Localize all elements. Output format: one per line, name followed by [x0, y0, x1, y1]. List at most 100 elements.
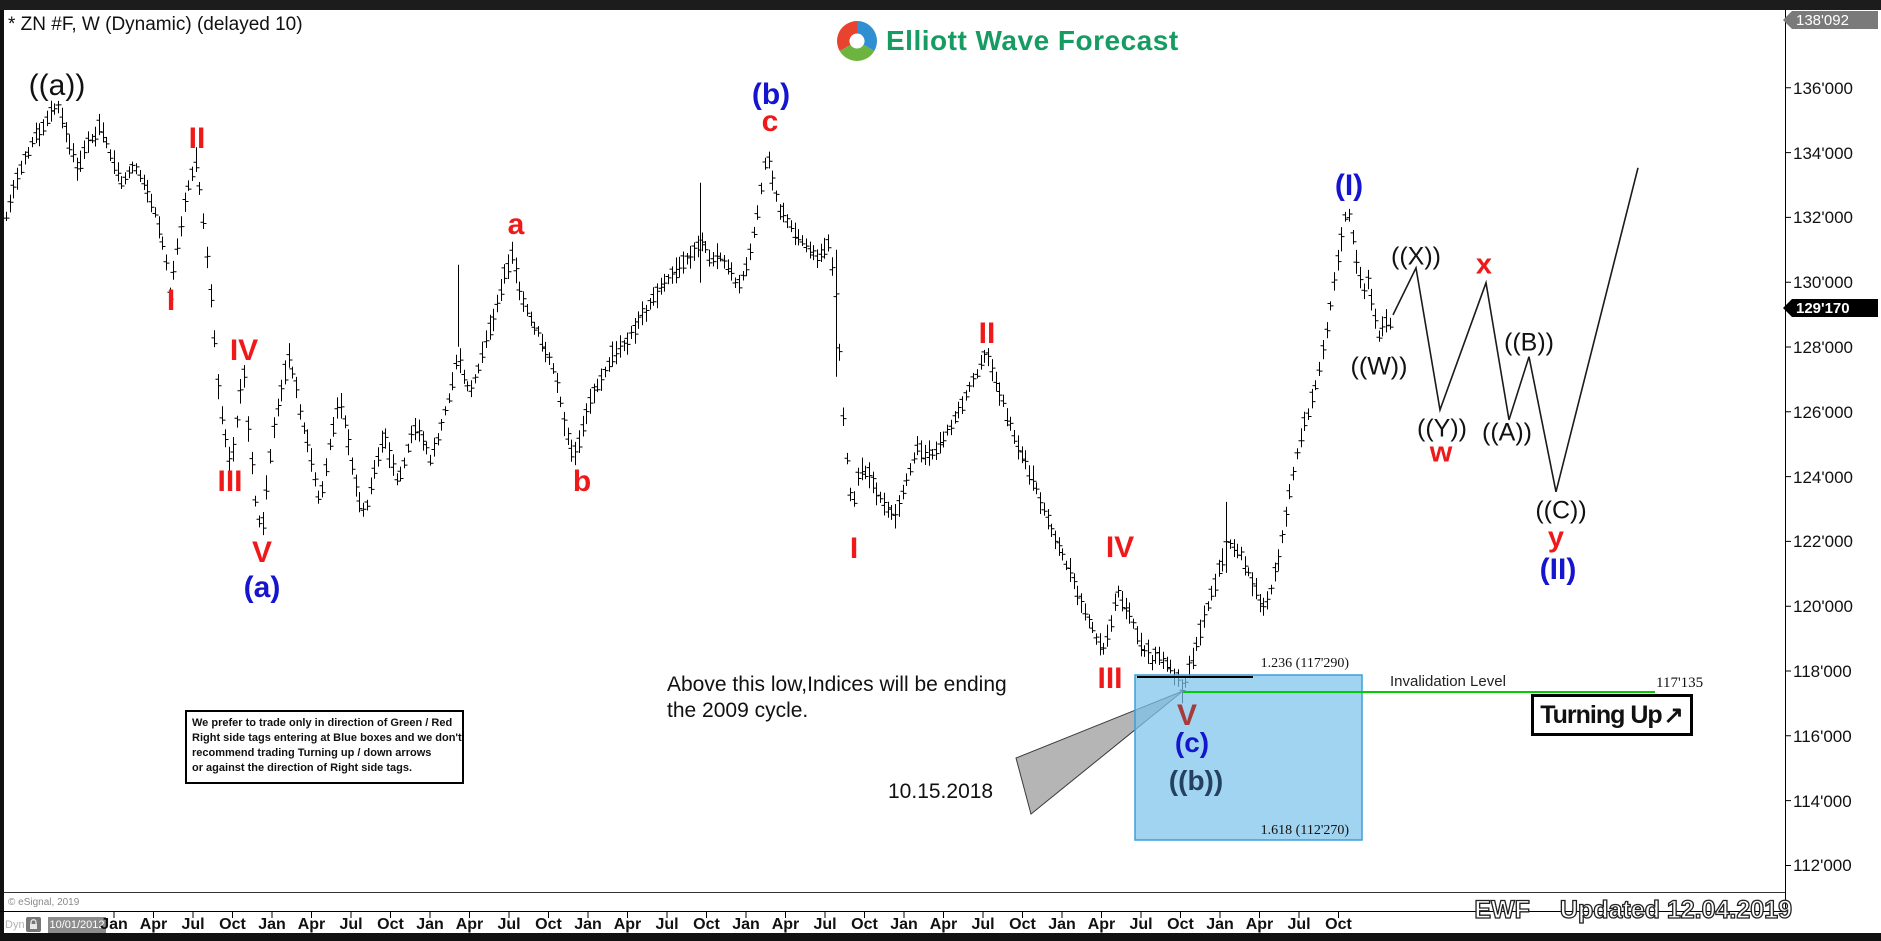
wave-label: x	[1475, 248, 1493, 281]
x-axis-label[interactable]: Jul	[339, 916, 363, 933]
x-axis-label[interactable]: Apr	[455, 916, 484, 933]
x-axis-label[interactable]: Apr	[139, 916, 168, 933]
wave-label: I	[166, 284, 176, 317]
blue-box	[1134, 674, 1363, 841]
y-axis-label[interactable]: 134'000	[1793, 143, 1853, 163]
wave-label: (a)	[243, 571, 281, 604]
y-axis-label[interactable]: 130'000	[1793, 273, 1853, 293]
wave-label: b	[572, 465, 592, 498]
x-axis-label[interactable]: Apr	[1087, 916, 1116, 933]
wave-label: ((b))	[1168, 765, 1224, 796]
start-date-box[interactable]: 10/01/2012	[48, 917, 106, 933]
wave-label: ((A))	[1482, 418, 1532, 447]
wave-label: V	[251, 536, 273, 569]
x-axis-label[interactable]: Oct	[693, 916, 720, 933]
esignal-copyright: © eSignal, 2019	[8, 897, 80, 908]
wave-label: (b)	[751, 78, 791, 111]
y-axis-label[interactable]: 126'000	[1793, 402, 1853, 422]
wave-label: III	[217, 465, 243, 498]
x-axis-label[interactable]: Oct	[377, 916, 404, 933]
disclaimer-line-3: recommend trading Turning up / down arro…	[192, 747, 432, 759]
wave-label: ((B))	[1504, 328, 1554, 357]
invalidation-level-label: Invalidation Level	[1390, 673, 1506, 690]
x-axis-label[interactable]: Apr	[929, 916, 958, 933]
x-axis-label[interactable]: Jan	[258, 916, 286, 933]
x-axis-label[interactable]: Jan	[732, 916, 760, 933]
wave-label: a	[507, 208, 525, 241]
x-axis-label[interactable]: Oct	[1325, 916, 1352, 933]
x-axis-label[interactable]: Jul	[497, 916, 521, 933]
x-axis-label[interactable]: Apr	[771, 916, 800, 933]
x-axis-label[interactable]: Jul	[971, 916, 995, 933]
wave-label: IV	[229, 334, 259, 367]
ewf-logo-icon	[837, 21, 877, 61]
x-axis-label[interactable]: Jan	[416, 916, 444, 933]
wave-label: II	[188, 122, 206, 155]
price-bars	[3, 100, 1394, 704]
wave-label: ((W))	[1350, 352, 1408, 381]
fib-upper-label: 1.236 (117'290)	[1260, 656, 1349, 671]
x-axis-label[interactable]: Jan	[1048, 916, 1076, 933]
y-axis-label[interactable]: 122'000	[1793, 532, 1853, 552]
lock-icon[interactable]	[26, 917, 41, 932]
y-axis-label[interactable]: 124'000	[1793, 467, 1853, 487]
x-axis-label[interactable]: Apr	[1245, 916, 1274, 933]
forecast-line	[1392, 167, 1639, 492]
ewf-logo: Elliott Wave Forecast	[836, 20, 1179, 62]
wave-label: w	[1429, 436, 1453, 469]
arrow-up-right-icon: ↗	[1663, 701, 1684, 729]
y-axis-label[interactable]: 132'000	[1793, 208, 1853, 228]
x-axis-label[interactable]: Jul	[655, 916, 679, 933]
wave-label: (c)	[1174, 727, 1210, 758]
y-axis-label[interactable]: 128'000	[1793, 337, 1853, 357]
wave-label: IV	[1105, 531, 1135, 564]
wave-label: y	[1547, 521, 1565, 554]
wave-label: III	[1097, 662, 1123, 695]
x-axis-label[interactable]: Oct	[851, 916, 878, 933]
wave-label: ((Y))	[1417, 414, 1467, 443]
y-axis-label[interactable]: 114'000	[1793, 791, 1852, 811]
disclaimer-line-2: Right side tags entering at Blue boxes a…	[192, 732, 462, 744]
x-axis-label[interactable]: Oct	[1009, 916, 1036, 933]
x-axis-label[interactable]: Jan	[574, 916, 602, 933]
x-axis-label[interactable]: Jul	[181, 916, 205, 933]
y-axis-label[interactable]: 118'000	[1793, 662, 1852, 682]
x-axis-label[interactable]: Oct	[535, 916, 562, 933]
x-axis-label[interactable]: Jan	[1206, 916, 1234, 933]
window-left-border	[0, 10, 4, 933]
wave-label: ((X))	[1391, 242, 1441, 271]
x-axis-label[interactable]: Jul	[813, 916, 837, 933]
note-line-1: Above this low,Indices will be ending	[667, 673, 1007, 696]
disclaimer-box: We prefer to trade only in direction of …	[185, 710, 464, 784]
x-axis-label[interactable]: Oct	[219, 916, 246, 933]
wave-label: ((a))	[28, 69, 86, 102]
x-axis-label[interactable]: Jan	[100, 916, 128, 933]
window-top-bar	[0, 0, 1881, 10]
date-annotation: 10.15.2018	[888, 780, 994, 803]
y-axis-label[interactable]: 116'000	[1793, 726, 1852, 746]
last-price-badge: 129'170	[1783, 299, 1878, 317]
ewf-logo-text: Elliott Wave Forecast	[886, 25, 1179, 56]
chart-title: * ZN #F, W (Dynamic) (delayed 10)	[8, 14, 303, 35]
footer-brand: EWF	[1474, 895, 1531, 924]
x-axis-label[interactable]: Jul	[1129, 916, 1153, 933]
axis-ticks	[113, 87, 1791, 918]
y-axis-label[interactable]: 112'000	[1793, 856, 1852, 876]
x-axis-label[interactable]: Jul	[1287, 916, 1311, 933]
y-axis-label[interactable]: 136'000	[1793, 78, 1853, 98]
x-axis-label[interactable]: Apr	[297, 916, 326, 933]
x-axis-label[interactable]: Apr	[613, 916, 642, 933]
note-line-2: the 2009 cycle.	[667, 699, 809, 722]
footer-updated: EWF Updated 12.04.2019	[1474, 895, 1793, 925]
wave-label: II	[978, 317, 996, 350]
footer-updated-text: Updated 12.04.2019	[1559, 895, 1792, 924]
y-axis-label[interactable]: 120'000	[1793, 597, 1853, 617]
x-axis-label[interactable]: Oct	[1167, 916, 1194, 933]
x-axis-label[interactable]: Jan	[890, 916, 918, 933]
turning-up-box: Turning Up ↗	[1531, 694, 1693, 736]
fib-lower-label: 1.618 (112'270)	[1260, 823, 1349, 838]
invalidation-price-label: 117'135	[1656, 675, 1704, 691]
note-annotation: Above this low,Indices will be ending th…	[667, 672, 1007, 724]
